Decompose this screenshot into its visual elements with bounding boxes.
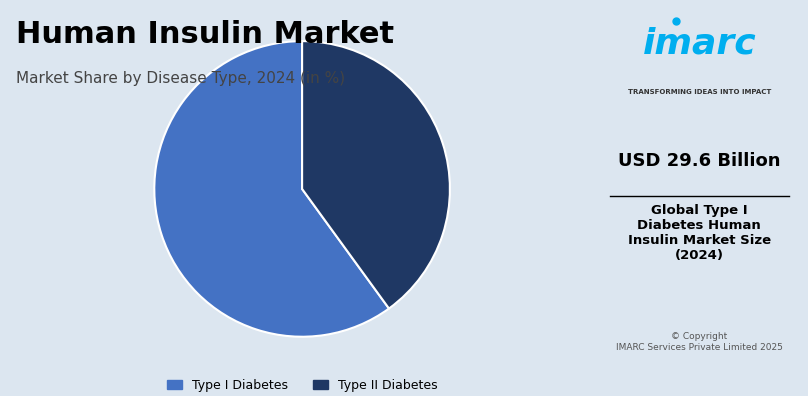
Text: Market Share by Disease Type, 2024 (in %): Market Share by Disease Type, 2024 (in %… [16,71,345,86]
Text: TRANSFORMING IDEAS INTO IMPACT: TRANSFORMING IDEAS INTO IMPACT [628,89,771,95]
Text: Human Insulin Market: Human Insulin Market [16,20,394,49]
Text: © Copyright
IMARC Services Private Limited 2025: © Copyright IMARC Services Private Limit… [616,332,783,352]
Text: Global Type I
Diabetes Human
Insulin Market Size
(2024): Global Type I Diabetes Human Insulin Mar… [628,204,771,262]
Wedge shape [154,41,389,337]
Wedge shape [302,41,450,308]
Text: USD 29.6 Billion: USD 29.6 Billion [618,152,781,170]
Text: imarc: imarc [642,27,756,60]
Legend: Type I Diabetes, Type II Diabetes: Type I Diabetes, Type II Diabetes [162,374,443,396]
